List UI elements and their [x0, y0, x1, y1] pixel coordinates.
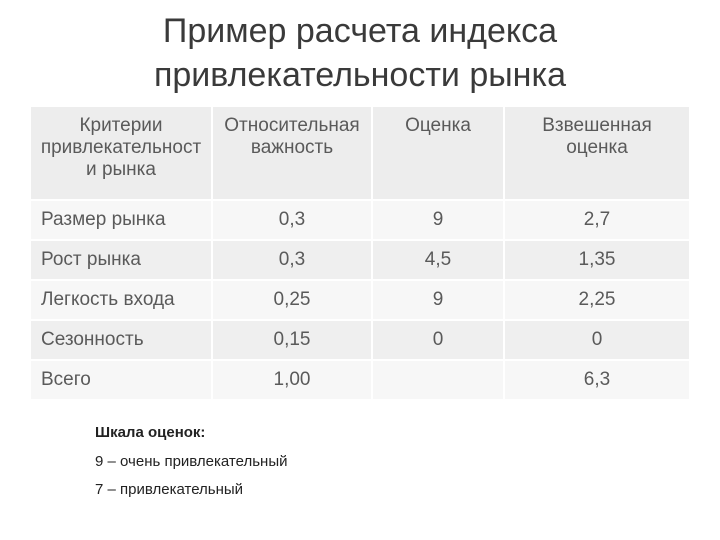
table-row: Рост рынка 0,3 4,5 1,35: [30, 240, 690, 280]
table-row: Легкость входа 0,25 9 2,25: [30, 280, 690, 320]
table-row: Сезонность 0,15 0 0: [30, 320, 690, 360]
legend-title: Шкала оценок:: [95, 419, 720, 448]
cell-weighted: 2,25: [504, 280, 690, 320]
cell-weight: 0,15: [212, 320, 372, 360]
cell-criteria: Всего: [30, 360, 212, 400]
col-header-score: Оценка: [372, 106, 504, 200]
cell-weight: 0,3: [212, 240, 372, 280]
cell-weighted: 0: [504, 320, 690, 360]
cell-score: 9: [372, 200, 504, 240]
col-header-weighted: Взвешенная оценка: [504, 106, 690, 200]
cell-score: [372, 360, 504, 400]
cell-score: 4,5: [372, 240, 504, 280]
cell-weight: 1,00: [212, 360, 372, 400]
cell-weighted: 1,35: [504, 240, 690, 280]
cell-weight: 0,25: [212, 280, 372, 320]
table-header-row: Критерии привлекательности рынка Относит…: [30, 106, 690, 200]
criteria-table: Критерии привлекательности рынка Относит…: [29, 105, 691, 401]
cell-weight: 0,3: [212, 200, 372, 240]
table-row-total: Всего 1,00 6,3: [30, 360, 690, 400]
page-title: Пример расчета индекса привлекательности…: [0, 0, 720, 105]
col-header-weight: Относительная важность: [212, 106, 372, 200]
cell-score: 0: [372, 320, 504, 360]
cell-criteria: Сезонность: [30, 320, 212, 360]
cell-criteria: Легкость входа: [30, 280, 212, 320]
scale-legend: Шкала оценок: 9 – очень привлекательный …: [95, 419, 720, 505]
cell-criteria: Размер рынка: [30, 200, 212, 240]
cell-weighted: 6,3: [504, 360, 690, 400]
legend-item: 7 – привлекательный: [95, 476, 720, 505]
cell-weighted: 2,7: [504, 200, 690, 240]
legend-item: 9 – очень привлекательный: [95, 448, 720, 477]
col-header-criteria: Критерии привлекательности рынка: [30, 106, 212, 200]
table-row: Размер рынка 0,3 9 2,7: [30, 200, 690, 240]
cell-score: 9: [372, 280, 504, 320]
cell-criteria: Рост рынка: [30, 240, 212, 280]
